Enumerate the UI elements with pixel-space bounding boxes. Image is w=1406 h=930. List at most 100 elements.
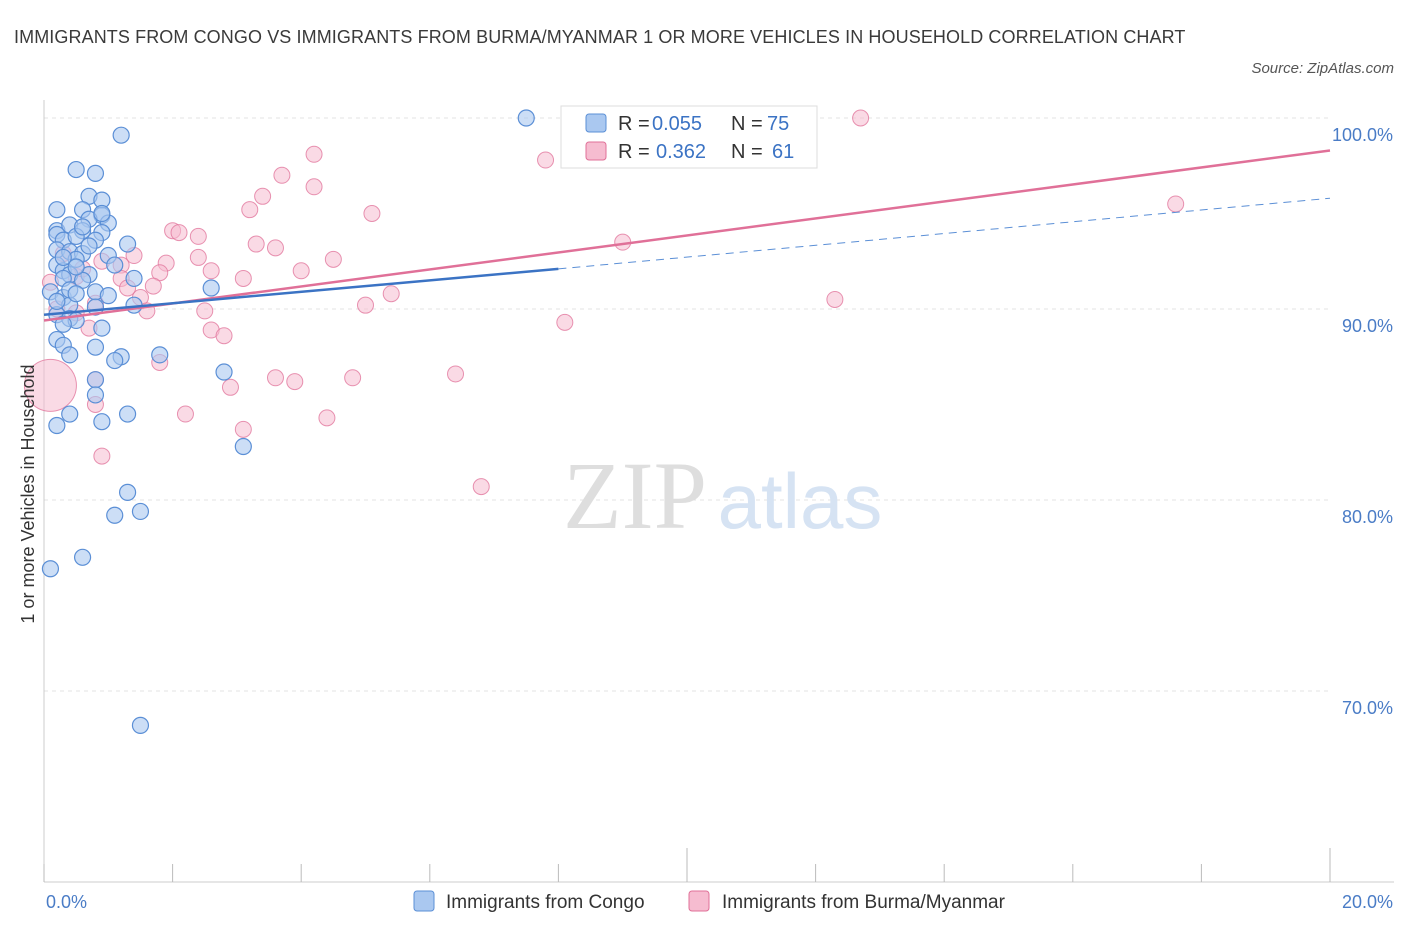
burma-point	[234, 420, 252, 438]
congo-point	[48, 201, 66, 219]
burma-point	[447, 365, 465, 383]
burma-point	[144, 277, 162, 295]
congo-point	[41, 560, 60, 578]
congo-point	[93, 319, 111, 337]
burma-point	[826, 290, 844, 308]
congo-point	[215, 363, 233, 381]
burma-point	[189, 248, 207, 266]
bottom-legend-congo-swatch	[413, 890, 435, 912]
legend-box: R = 0.055 N = 75 R = 0.362 N = 61	[560, 105, 818, 169]
legend-burma-swatch	[585, 141, 607, 161]
burma-point	[93, 447, 111, 465]
congo-point	[86, 338, 105, 356]
congo-point	[86, 164, 105, 182]
burma-point	[196, 302, 214, 320]
burma-point	[286, 373, 304, 391]
burma-point	[382, 285, 400, 303]
congo-point	[80, 237, 98, 255]
x-tick-label: 0.0%	[46, 892, 87, 912]
burma-point	[189, 227, 207, 245]
burma-point	[318, 409, 336, 427]
congo-point	[118, 483, 137, 501]
congo-points	[41, 109, 535, 734]
legend-burma-r-label: R =	[618, 141, 650, 163]
burma-point	[202, 262, 220, 280]
congo-point	[73, 218, 92, 236]
burma-point	[357, 296, 374, 314]
legend-congo-swatch	[585, 113, 607, 133]
burma-point	[254, 187, 272, 205]
congo-point	[93, 413, 111, 431]
congo-point	[131, 716, 150, 734]
watermark-zip: ZIP	[563, 442, 707, 549]
watermark-atlas: atlas	[718, 457, 883, 545]
congo-point	[86, 371, 105, 389]
congo-point	[54, 315, 72, 333]
y-tick-label: 90.0%	[1342, 316, 1393, 336]
burma-point	[1167, 195, 1185, 213]
y-axis-title: 1 or more Vehicles in Household	[18, 364, 38, 623]
legend-burma-r: 0.362	[656, 141, 706, 163]
burma-point	[23, 358, 77, 412]
y-tick-label: 100.0%	[1332, 125, 1393, 145]
burma-point	[266, 239, 284, 257]
congo-point	[517, 109, 535, 127]
source-label: Source: ZipAtlas.com	[1251, 60, 1394, 77]
congo-point	[61, 346, 79, 364]
burma-trend-line	[43, 149, 1331, 322]
congo-point	[125, 269, 143, 288]
burma-point	[344, 369, 362, 387]
burma-point	[247, 235, 265, 253]
grid-lines	[44, 117, 1330, 692]
burma-point	[305, 145, 323, 163]
burma-point	[215, 327, 233, 345]
y-tick-labels: 100.0% 90.0% 80.0% 70.0%	[1332, 125, 1393, 718]
legend-congo-r: 0.055	[652, 113, 702, 135]
congo-point	[118, 235, 137, 253]
congo-point	[118, 405, 137, 423]
congo-point	[73, 548, 92, 566]
bottom-legend-burma-swatch	[688, 890, 710, 912]
burma-point	[234, 269, 252, 287]
congo-trend-extension	[558, 197, 1331, 270]
legend-burma-n: 61	[772, 141, 794, 163]
congo-point	[106, 506, 124, 524]
burma-point	[852, 109, 870, 127]
burma-point	[324, 250, 342, 268]
legend-congo-n: 75	[767, 113, 789, 135]
congo-point	[112, 126, 130, 144]
bottom-legend: Immigrants from Congo Immigrants from Bu…	[413, 890, 1006, 913]
congo-point	[48, 416, 66, 435]
congo-point	[106, 351, 124, 370]
congo-point	[86, 386, 105, 404]
x-tick-label: 20.0%	[1342, 892, 1393, 912]
y-tick-label: 70.0%	[1342, 698, 1393, 718]
legend-burma-n-label: N =	[731, 141, 763, 163]
congo-point	[202, 279, 220, 297]
congo-point	[61, 405, 79, 423]
congo-point	[67, 258, 85, 276]
burma-point	[363, 205, 381, 222]
burma-point	[170, 224, 188, 242]
axes	[43, 100, 1394, 883]
congo-point	[48, 292, 66, 310]
congo-point	[234, 437, 252, 456]
burma-point	[305, 178, 323, 196]
burma-point	[176, 405, 194, 423]
y-tick-label: 80.0%	[1342, 507, 1393, 527]
congo-point	[67, 160, 85, 179]
congo-point	[67, 285, 85, 303]
burma-point	[273, 166, 291, 184]
burma-point	[556, 313, 574, 331]
x-tick-labels: 0.0% 20.0%	[46, 892, 1393, 912]
burma-point	[221, 378, 239, 396]
burma-point	[241, 201, 259, 219]
bottom-legend-burma-label: Immigrants from Burma/Myanmar	[722, 892, 1006, 913]
congo-point	[106, 256, 124, 274]
legend-congo-r-label: R =	[618, 113, 650, 135]
burma-point	[266, 369, 284, 387]
burma-point	[292, 262, 310, 280]
congo-point	[93, 204, 111, 223]
burma-point	[472, 478, 490, 496]
